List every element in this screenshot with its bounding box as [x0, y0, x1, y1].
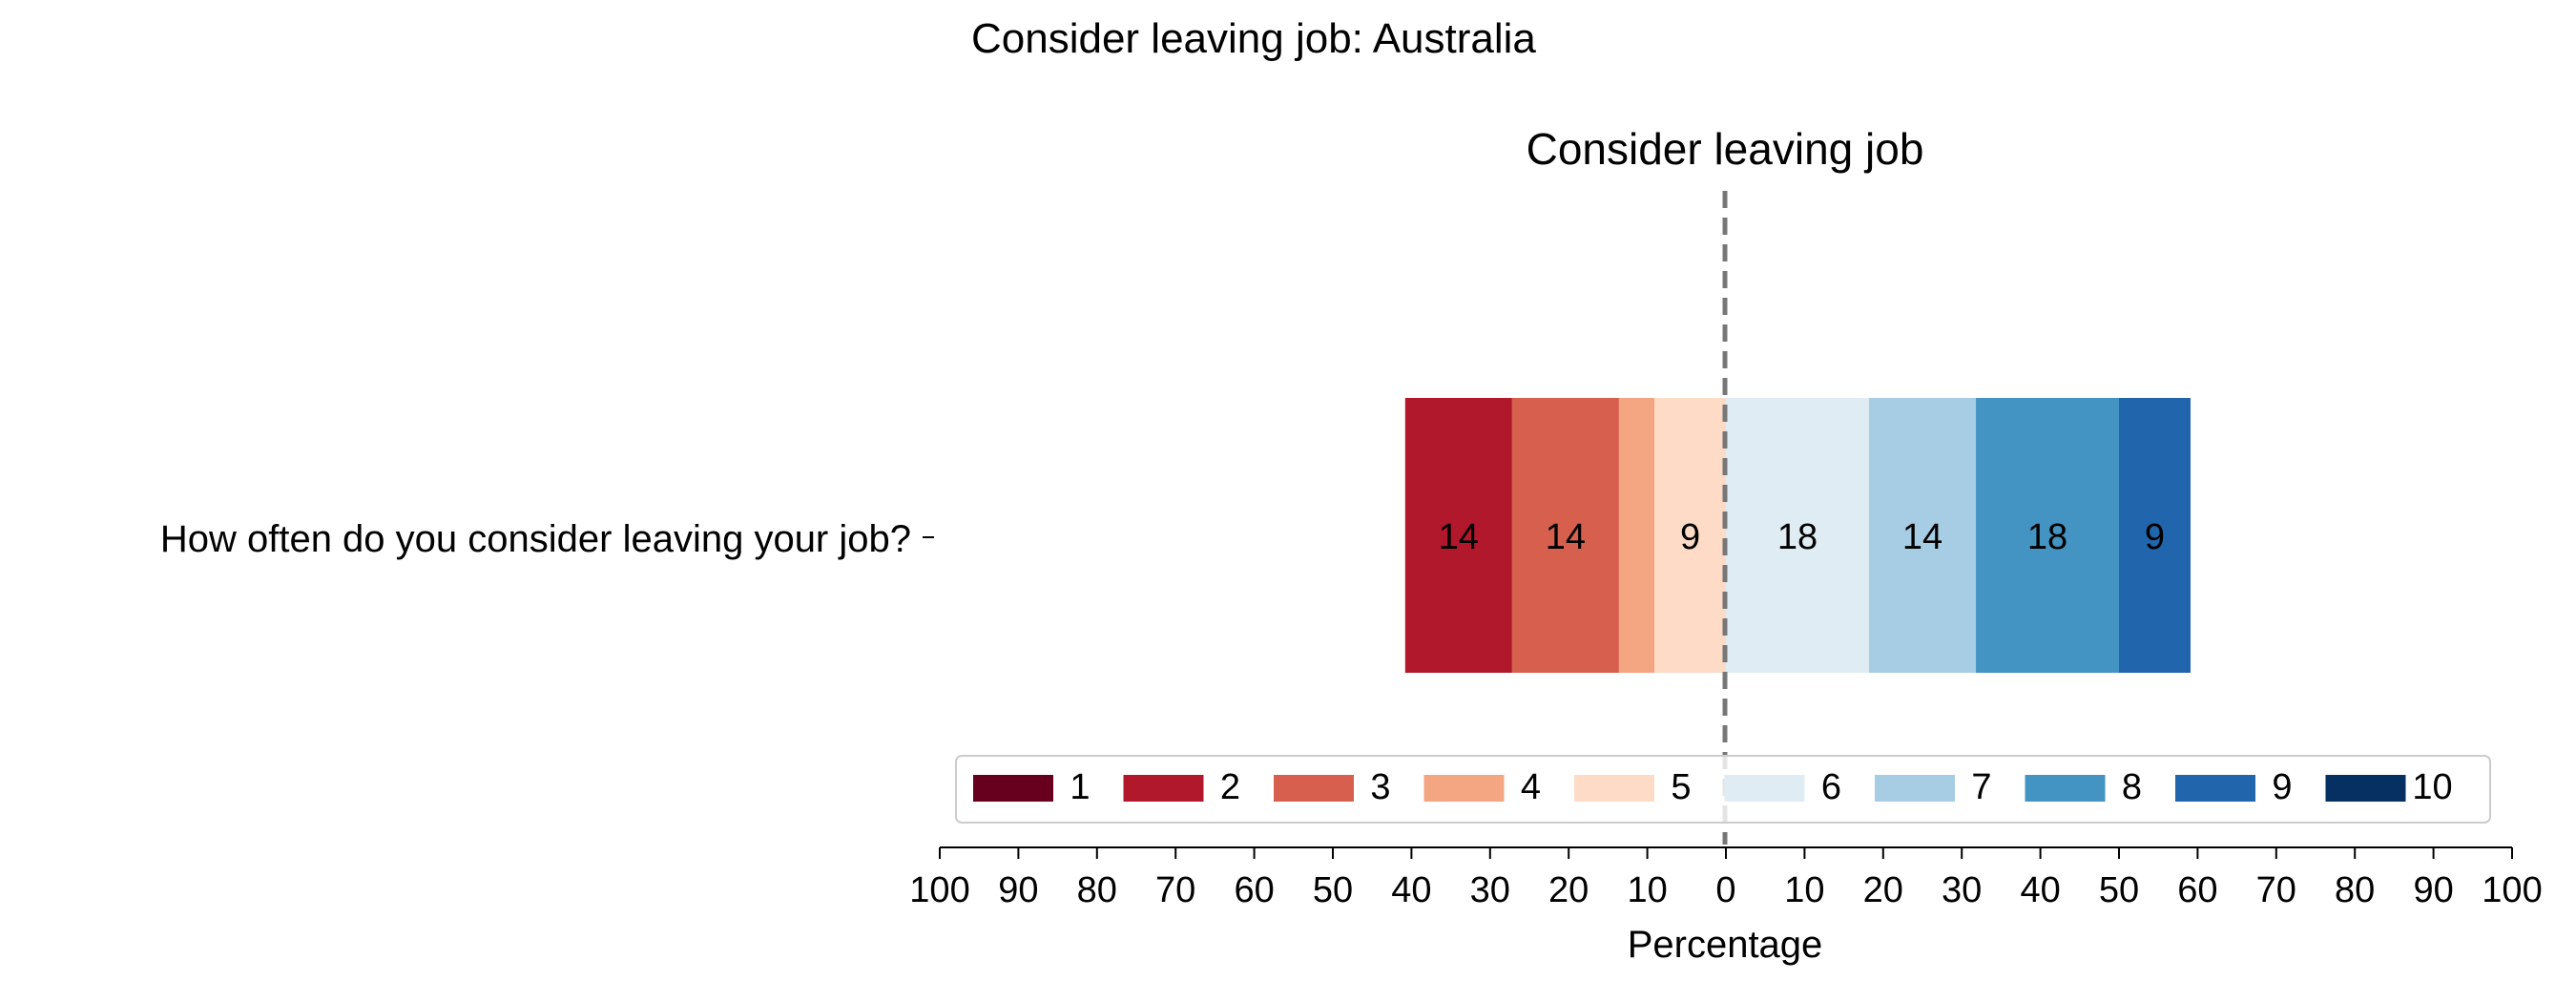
- x-tick-label: 10: [1784, 870, 1824, 910]
- x-tick-label: 50: [2099, 870, 2139, 910]
- legend-swatch-10: [2325, 775, 2406, 802]
- legend-frame: [955, 755, 2491, 824]
- bar-data-label-7: 14: [1902, 517, 1942, 557]
- x-tick-label: 40: [2020, 870, 2060, 910]
- legend-label-9: 9: [2272, 767, 2292, 807]
- x-tick-label: 90: [998, 870, 1038, 910]
- bar-segment-7: [1868, 398, 1977, 673]
- x-axis-label: Percentage: [1628, 924, 1823, 966]
- bar-segment-6: [1726, 398, 1869, 673]
- x-tick-label: 80: [2335, 870, 2375, 910]
- bar-label-group: 14 14 9 18 14 18 9: [1439, 517, 2165, 557]
- legend-swatch-8: [2025, 775, 2106, 802]
- legend-label-3: 3: [1370, 767, 1390, 807]
- bar-data-label-3: 14: [1546, 517, 1586, 557]
- legend-swatch-1: [973, 775, 1053, 802]
- chart-subtitle: Consider leaving job: [1527, 124, 1924, 174]
- chart-title: Consider leaving job: Australia: [971, 15, 1536, 62]
- x-tick-label: 10: [1627, 870, 1667, 910]
- x-tick-label: 70: [2256, 870, 2296, 910]
- x-tick-label: 20: [1863, 870, 1903, 910]
- x-tick-label: 50: [1313, 870, 1353, 910]
- legend-swatch-7: [1875, 775, 1955, 802]
- legend-swatch-5: [1574, 775, 1654, 802]
- x-tick-label: 30: [1470, 870, 1510, 910]
- bar-data-label-5: 9: [1680, 517, 1700, 557]
- legend-label-8: 8: [2122, 767, 2142, 807]
- x-axis: 100 90 80 70 60 50 40 30 20 10 0 10 20 30 40 50 60 70 80 90…: [909, 846, 2543, 910]
- bar-data-label-2: 14: [1439, 517, 1479, 557]
- bar-segment-3: [1511, 398, 1619, 673]
- x-tick-label: 70: [1155, 870, 1195, 910]
- bar-segment-5: [1654, 398, 1726, 673]
- legend-label-10: 10: [2412, 767, 2452, 807]
- legend-label-2: 2: [1220, 767, 1240, 807]
- legend-label-4: 4: [1521, 767, 1541, 807]
- legend-swatch-3: [1274, 775, 1354, 802]
- legend-label-1: 1: [1070, 767, 1090, 807]
- x-tick-label: 0: [1715, 870, 1735, 910]
- x-tick-label: 100: [909, 870, 969, 910]
- legend: 1 2 3 4 5 6 7 8 9 10: [955, 755, 2491, 824]
- bar-data-label-6: 18: [1777, 517, 1818, 557]
- x-tick-label: 30: [1942, 870, 1982, 910]
- bar-group: [1404, 398, 2191, 673]
- legend-label-6: 6: [1821, 767, 1841, 807]
- bar-data-label-8: 18: [2027, 517, 2067, 557]
- legend-swatch-6: [1724, 775, 1805, 802]
- legend-label-7: 7: [1971, 767, 1991, 807]
- x-tick-label: 40: [1391, 870, 1431, 910]
- x-tick-label: 80: [1077, 870, 1117, 910]
- legend-swatch-9: [2175, 775, 2255, 802]
- legend-swatch-4: [1423, 775, 1505, 802]
- bar-segment-4: [1618, 398, 1655, 673]
- x-tick-label: 60: [1234, 870, 1274, 910]
- bar-segment-2: [1404, 398, 1512, 673]
- x-tick-label: 20: [1548, 870, 1589, 910]
- legend-items: 1 2 3 4 5 6 7 8 9 10: [973, 767, 2453, 807]
- legend-label-5: 5: [1671, 767, 1691, 807]
- bar-data-label-9: 9: [2145, 517, 2165, 557]
- bar-segment-9: [2119, 398, 2191, 673]
- legend-swatch-2: [1123, 775, 1204, 802]
- bar-segment-8: [1976, 398, 2119, 673]
- y-category-label: How often do you consider leaving your j…: [160, 518, 911, 560]
- x-tick-label: 90: [2413, 870, 2453, 910]
- x-tick-label: 60: [2177, 870, 2217, 910]
- x-tick-group: 100 90 80 70 60 50 40 30 20 10 0 10 20 30 40 50 60 70 80 90…: [909, 847, 2543, 910]
- x-tick-label: 100: [2482, 870, 2542, 910]
